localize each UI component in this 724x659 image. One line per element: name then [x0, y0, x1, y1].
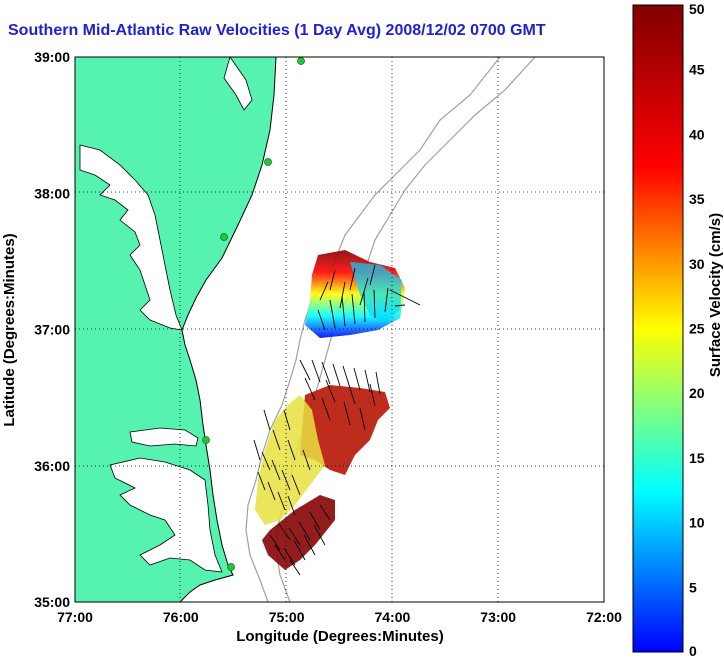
y-tick-label: 38:00 — [34, 185, 70, 201]
radar-station — [264, 158, 272, 166]
colorbar-label: Surface Velocity (cm/s) — [707, 213, 724, 377]
colorbar — [632, 4, 684, 653]
colorbar-tick-label: 30 — [689, 256, 705, 272]
colorbar-tick-label: 5 — [689, 579, 697, 595]
y-tick-label: 35:00 — [34, 594, 70, 610]
albemarle-sound — [129, 427, 199, 447]
y-tick-label: 36:00 — [34, 458, 70, 474]
velocity-patch-cyan — [350, 262, 402, 322]
velocity-patch-south — [262, 495, 335, 570]
x-tick-label: 77:00 — [57, 609, 93, 625]
colorbar-tick-label: 35 — [689, 191, 705, 207]
colorbar-tick-label: 0 — [689, 643, 697, 659]
colorbar-tick-label: 20 — [689, 385, 705, 401]
plot-border — [74, 56, 605, 603]
delaware-bay — [223, 57, 253, 111]
velocity-arrows — [253, 264, 421, 576]
x-tick-label: 74:00 — [374, 609, 410, 625]
x-axis-label: Longitude (Degrees:Minutes) — [236, 628, 444, 645]
colorbar-tick-label: 10 — [689, 515, 705, 531]
x-tick-label: 75:00 — [269, 609, 305, 625]
colorbar-tick-labels: 0 5 10 15 20 25 30 35 40 45 50 — [689, 1, 705, 659]
colorbar-tick-label: 40 — [689, 126, 705, 142]
x-tick-label: 72:00 — [586, 609, 622, 625]
x-tick-labels: 77:00 76:00 75:00 74:00 73:00 72:00 — [57, 609, 622, 625]
x-tick-label: 76:00 — [163, 609, 199, 625]
x-tick-label: 73:00 — [480, 609, 516, 625]
map-grid — [75, 57, 604, 602]
y-tick-label: 39:00 — [34, 49, 70, 65]
chesapeake-bay — [79, 144, 183, 331]
colorbar-tick-label: 50 — [689, 1, 705, 17]
colorbar-tick-label: 45 — [689, 62, 705, 78]
y-tick-label: 37:00 — [34, 322, 70, 338]
map-title: Southern Mid-Atlantic Raw Velocities (1 … — [8, 22, 546, 39]
radar-stations — [202, 57, 305, 571]
colorbar-tick-label: 15 — [689, 450, 705, 466]
pamlico-sound — [109, 457, 223, 573]
bathymetry-contour — [245, 57, 501, 602]
y-tick-labels: 39:00 38:00 37:00 36:00 35:00 — [34, 49, 70, 610]
radar-station — [220, 233, 228, 241]
y-axis-label: Latitude (Degrees:Minutes) — [1, 233, 18, 426]
velocity-patch-core — [300, 385, 390, 475]
radar-station — [202, 436, 210, 444]
radar-station — [227, 563, 235, 571]
colorbar-tick-label: 25 — [689, 321, 705, 337]
radar-station — [297, 57, 305, 65]
